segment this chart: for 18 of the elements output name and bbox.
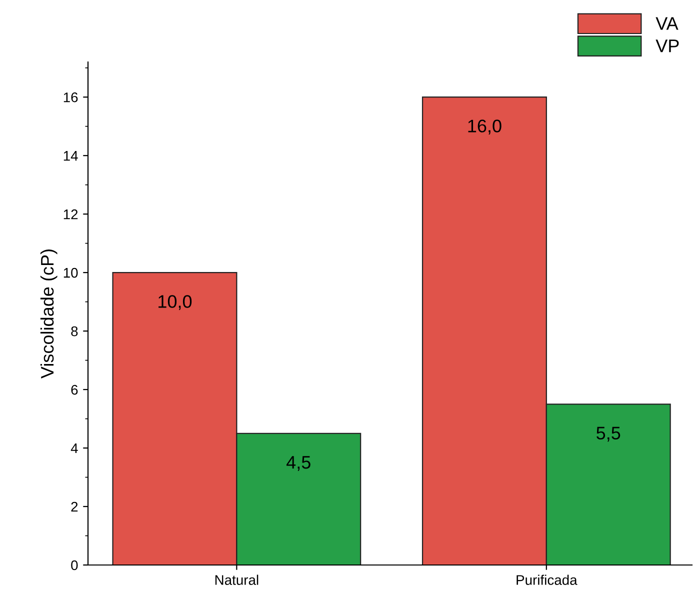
y-tick-label: 12 bbox=[64, 209, 78, 220]
y-tick-label: 8 bbox=[71, 326, 78, 336]
y-tick-label: 0 bbox=[71, 560, 78, 570]
y-tick-label: 16 bbox=[64, 92, 78, 102]
data-label: 16,0 bbox=[468, 120, 502, 135]
y-tick-label: 6 bbox=[71, 384, 78, 395]
y-tick-label: 4 bbox=[70, 444, 78, 454]
x-tick-label: Purificada bbox=[516, 574, 578, 585]
y-tick-label: 2 bbox=[71, 502, 78, 512]
y-axis-title: Viscolidade (cP) bbox=[40, 250, 58, 378]
y-tick-label: 14 bbox=[64, 151, 78, 161]
data-label: 10,0 bbox=[158, 295, 192, 310]
y-tick-label: 10 bbox=[64, 268, 78, 278]
legend-label: VA bbox=[656, 17, 678, 30]
legend-label: VP bbox=[656, 40, 679, 52]
data-label: 4,5 bbox=[286, 456, 310, 471]
x-tick-label: Natural bbox=[215, 574, 258, 585]
data-label: 5,5 bbox=[596, 426, 620, 442]
